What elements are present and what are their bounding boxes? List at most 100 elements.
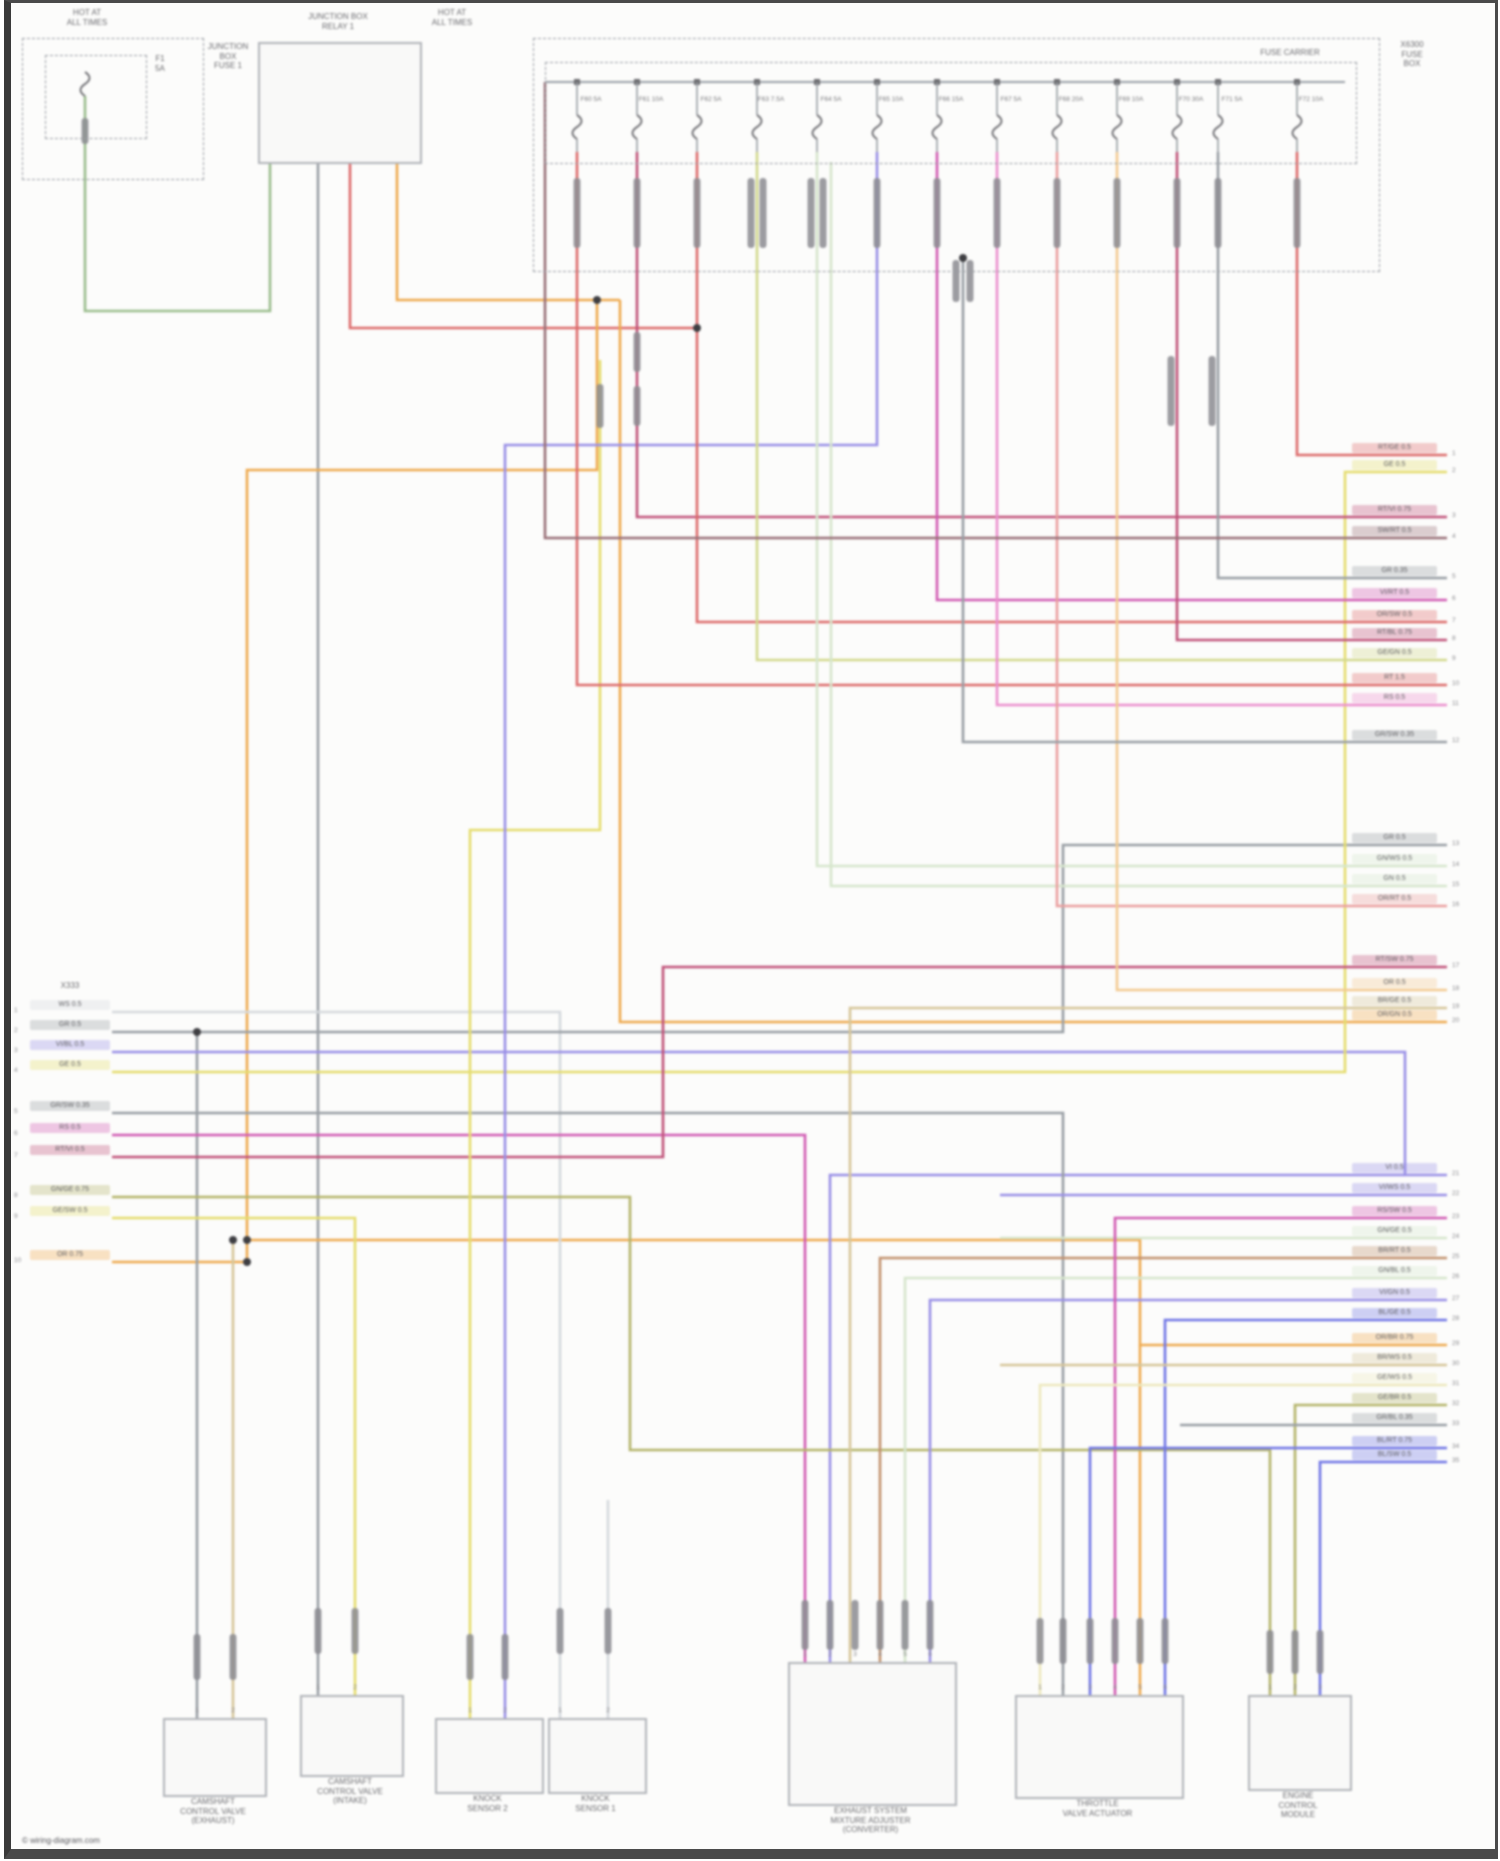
wire — [112, 1195, 1272, 1697]
fuse-icon — [631, 114, 643, 140]
pin-number: 32 — [1452, 1400, 1460, 1407]
connector-stub-label: GE/SW 0.5 — [30, 1206, 110, 1216]
pin-number: 15 — [1452, 881, 1460, 888]
pin-number: 10 — [1452, 680, 1460, 687]
wire — [543, 82, 1447, 540]
fuse-label: F66 15A — [938, 96, 964, 103]
jb-fuse-name: JUNCTION BOX FUSE 1 — [207, 42, 249, 70]
wire — [348, 162, 697, 330]
fuse-label: F64 5A — [820, 96, 842, 103]
wire — [815, 152, 1447, 868]
wire — [695, 152, 1447, 624]
pin-number: 1 — [316, 1684, 320, 1691]
junction-dot — [959, 254, 967, 262]
junction-dot — [243, 1236, 251, 1244]
mixture-adjuster-label: EXHAUST SYSTEM MIXTURE ADJUSTER (CONVERT… — [830, 1806, 911, 1834]
fuse-icon — [871, 114, 883, 140]
inline-connector — [851, 1600, 859, 1650]
connector-stub-label: GR 0.5 — [30, 1020, 110, 1030]
camshaft-valve-intake — [300, 1695, 404, 1777]
connector-stub-label: GR 0.35 — [1352, 566, 1437, 576]
wire — [1088, 1446, 1447, 1697]
pin-number: 5 — [903, 1651, 907, 1658]
wire — [1055, 152, 1447, 908]
relay-box — [258, 42, 422, 164]
wire — [618, 300, 1447, 1024]
connector-stub-label: RS/SW 0.5 — [1352, 1206, 1437, 1216]
pin-number: 3 — [14, 1047, 18, 1054]
pin-number: 7 — [1452, 617, 1456, 624]
connector-stub-label: GN/GE 0.75 — [30, 1185, 110, 1195]
pin-number: 25 — [1452, 1253, 1460, 1260]
pin-number: 1 — [1038, 1684, 1042, 1691]
wire — [828, 1173, 1405, 1665]
wire — [112, 1050, 1447, 1177]
pin-number: 5 — [14, 1108, 18, 1115]
pin-number: 8 — [14, 1192, 18, 1199]
inline-connector — [826, 1600, 834, 1650]
wire — [829, 162, 1447, 888]
mixture-adjuster — [788, 1662, 957, 1806]
connector-stub-label: BR/WS 0.5 — [1352, 1353, 1437, 1363]
inline-connector — [747, 178, 755, 248]
engine-control-module — [1248, 1695, 1352, 1791]
fuse-icon — [1212, 114, 1224, 140]
pin-number: 3 — [1088, 1684, 1092, 1691]
junction-dot — [693, 324, 701, 332]
pin-number: 3 — [853, 1651, 857, 1658]
connector-stub-label: GE 0.5 — [1352, 460, 1437, 470]
connector-stub-label: RT 1.5 — [1352, 673, 1437, 683]
pin-number: 9 — [1452, 655, 1456, 662]
inline-connector — [933, 178, 941, 248]
hot-at-all-times-2: HOT AT ALL TIMES — [431, 8, 473, 27]
pin-number: 2 — [353, 1684, 357, 1691]
inline-connector — [807, 178, 815, 248]
fuse-label: F69 10A — [1118, 96, 1144, 103]
inline-connector — [901, 1600, 909, 1650]
pin-number: 1 — [1452, 450, 1456, 457]
connector-stub-label: VI/BL 0.5 — [30, 1040, 110, 1050]
connector-stub-label: GE/WS 0.5 — [1352, 1373, 1437, 1383]
connector-stub-label: GN/WS 0.5 — [1352, 854, 1437, 864]
inline-connector — [573, 178, 581, 248]
pin-number: 2 — [231, 1707, 235, 1714]
pin-number: 3 — [1318, 1684, 1322, 1691]
wire — [1038, 1383, 1447, 1697]
pin-number: 16 — [1452, 901, 1460, 908]
fuse-box-inner — [545, 62, 1357, 164]
hot-at-all-times-1: HOT AT ALL TIMES — [66, 8, 108, 27]
fuse-carrier: FUSE CARRIER — [1260, 48, 1320, 57]
pin-number: 1 — [195, 1707, 199, 1714]
connector-stub-label: GE/GN 0.5 — [1352, 648, 1437, 658]
wire — [903, 1276, 1447, 1665]
inline-connector — [966, 260, 974, 302]
throttle-actuator — [1015, 1695, 1184, 1799]
pin-number: 8 — [1452, 635, 1456, 642]
pin-number: 11 — [1452, 700, 1459, 707]
pin-number: 27 — [1452, 1295, 1460, 1302]
connector-stub-label: GR 0.5 — [1352, 833, 1437, 843]
inline-connector — [1086, 1618, 1094, 1664]
inline-connector — [993, 178, 1001, 248]
pin-number: 10 — [14, 1257, 22, 1264]
camshaft-valve-exhaust-label: CAMSHAFT CONTROL VALVE (EXHAUST) — [180, 1797, 246, 1825]
inline-connector — [1208, 356, 1216, 426]
connector-stub-label: OR/BR 0.75 — [1352, 1333, 1437, 1343]
fuse-label: F70 30A — [1178, 96, 1204, 103]
inline-connector — [501, 1634, 509, 1680]
wire — [112, 1010, 562, 1720]
pin-number: 33 — [1452, 1420, 1460, 1427]
inline-connector — [1173, 178, 1181, 248]
connector-stub-label: GN/BL 0.5 — [1352, 1266, 1437, 1276]
wire — [112, 470, 1447, 1074]
fuse-icon — [931, 114, 943, 140]
camshaft-valve-exhaust — [163, 1718, 267, 1797]
pin-number: 31 — [1452, 1380, 1460, 1387]
engine-control-module-label: ENGINE CONTROL MODULE — [1278, 1791, 1318, 1819]
pin-number: 28 — [1452, 1315, 1460, 1322]
wire — [1293, 1403, 1447, 1697]
connector-stub-label: GE 0.5 — [30, 1060, 110, 1070]
fuse-icon — [1111, 114, 1123, 140]
inline-connector — [633, 178, 641, 248]
